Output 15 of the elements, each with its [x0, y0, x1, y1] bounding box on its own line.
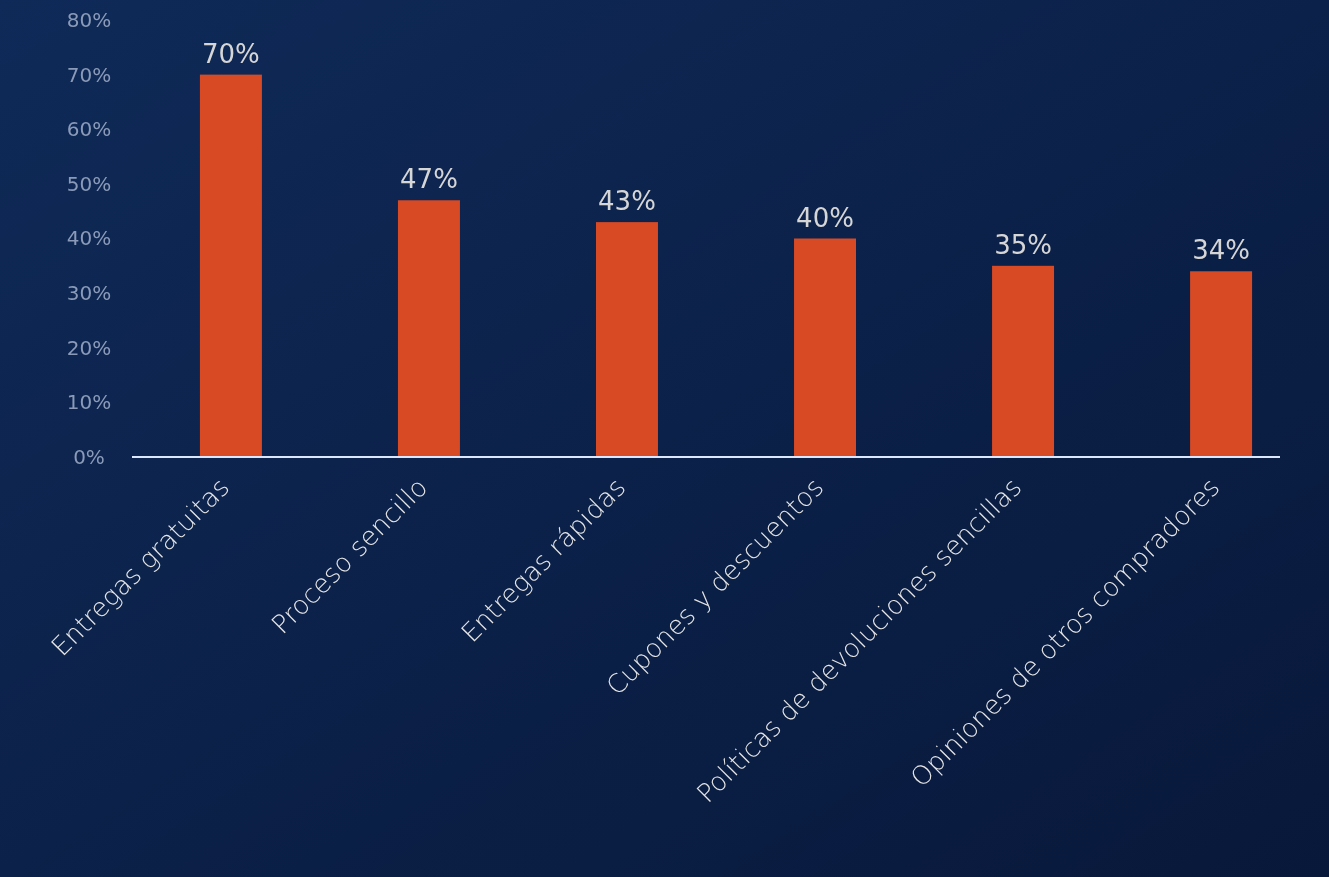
data-label: 70%	[202, 38, 260, 69]
y-tick-label: 70%	[66, 62, 112, 87]
y-tick-label: 40%	[66, 226, 112, 251]
y-tick-label: 60%	[66, 117, 112, 142]
y-tick-label: 30%	[66, 281, 112, 306]
y-tick-label: 50%	[66, 171, 112, 196]
y-tick-label: 80%	[66, 7, 112, 32]
y-tick-label: 20%	[66, 335, 112, 360]
data-label: 35%	[994, 229, 1052, 260]
data-label: 34%	[1192, 235, 1250, 266]
data-label: 40%	[796, 202, 854, 233]
data-label: 43%	[598, 186, 656, 217]
data-label: 47%	[400, 164, 458, 195]
y-tick-label: 0%	[73, 444, 105, 469]
y-tick-label: 10%	[66, 390, 112, 415]
